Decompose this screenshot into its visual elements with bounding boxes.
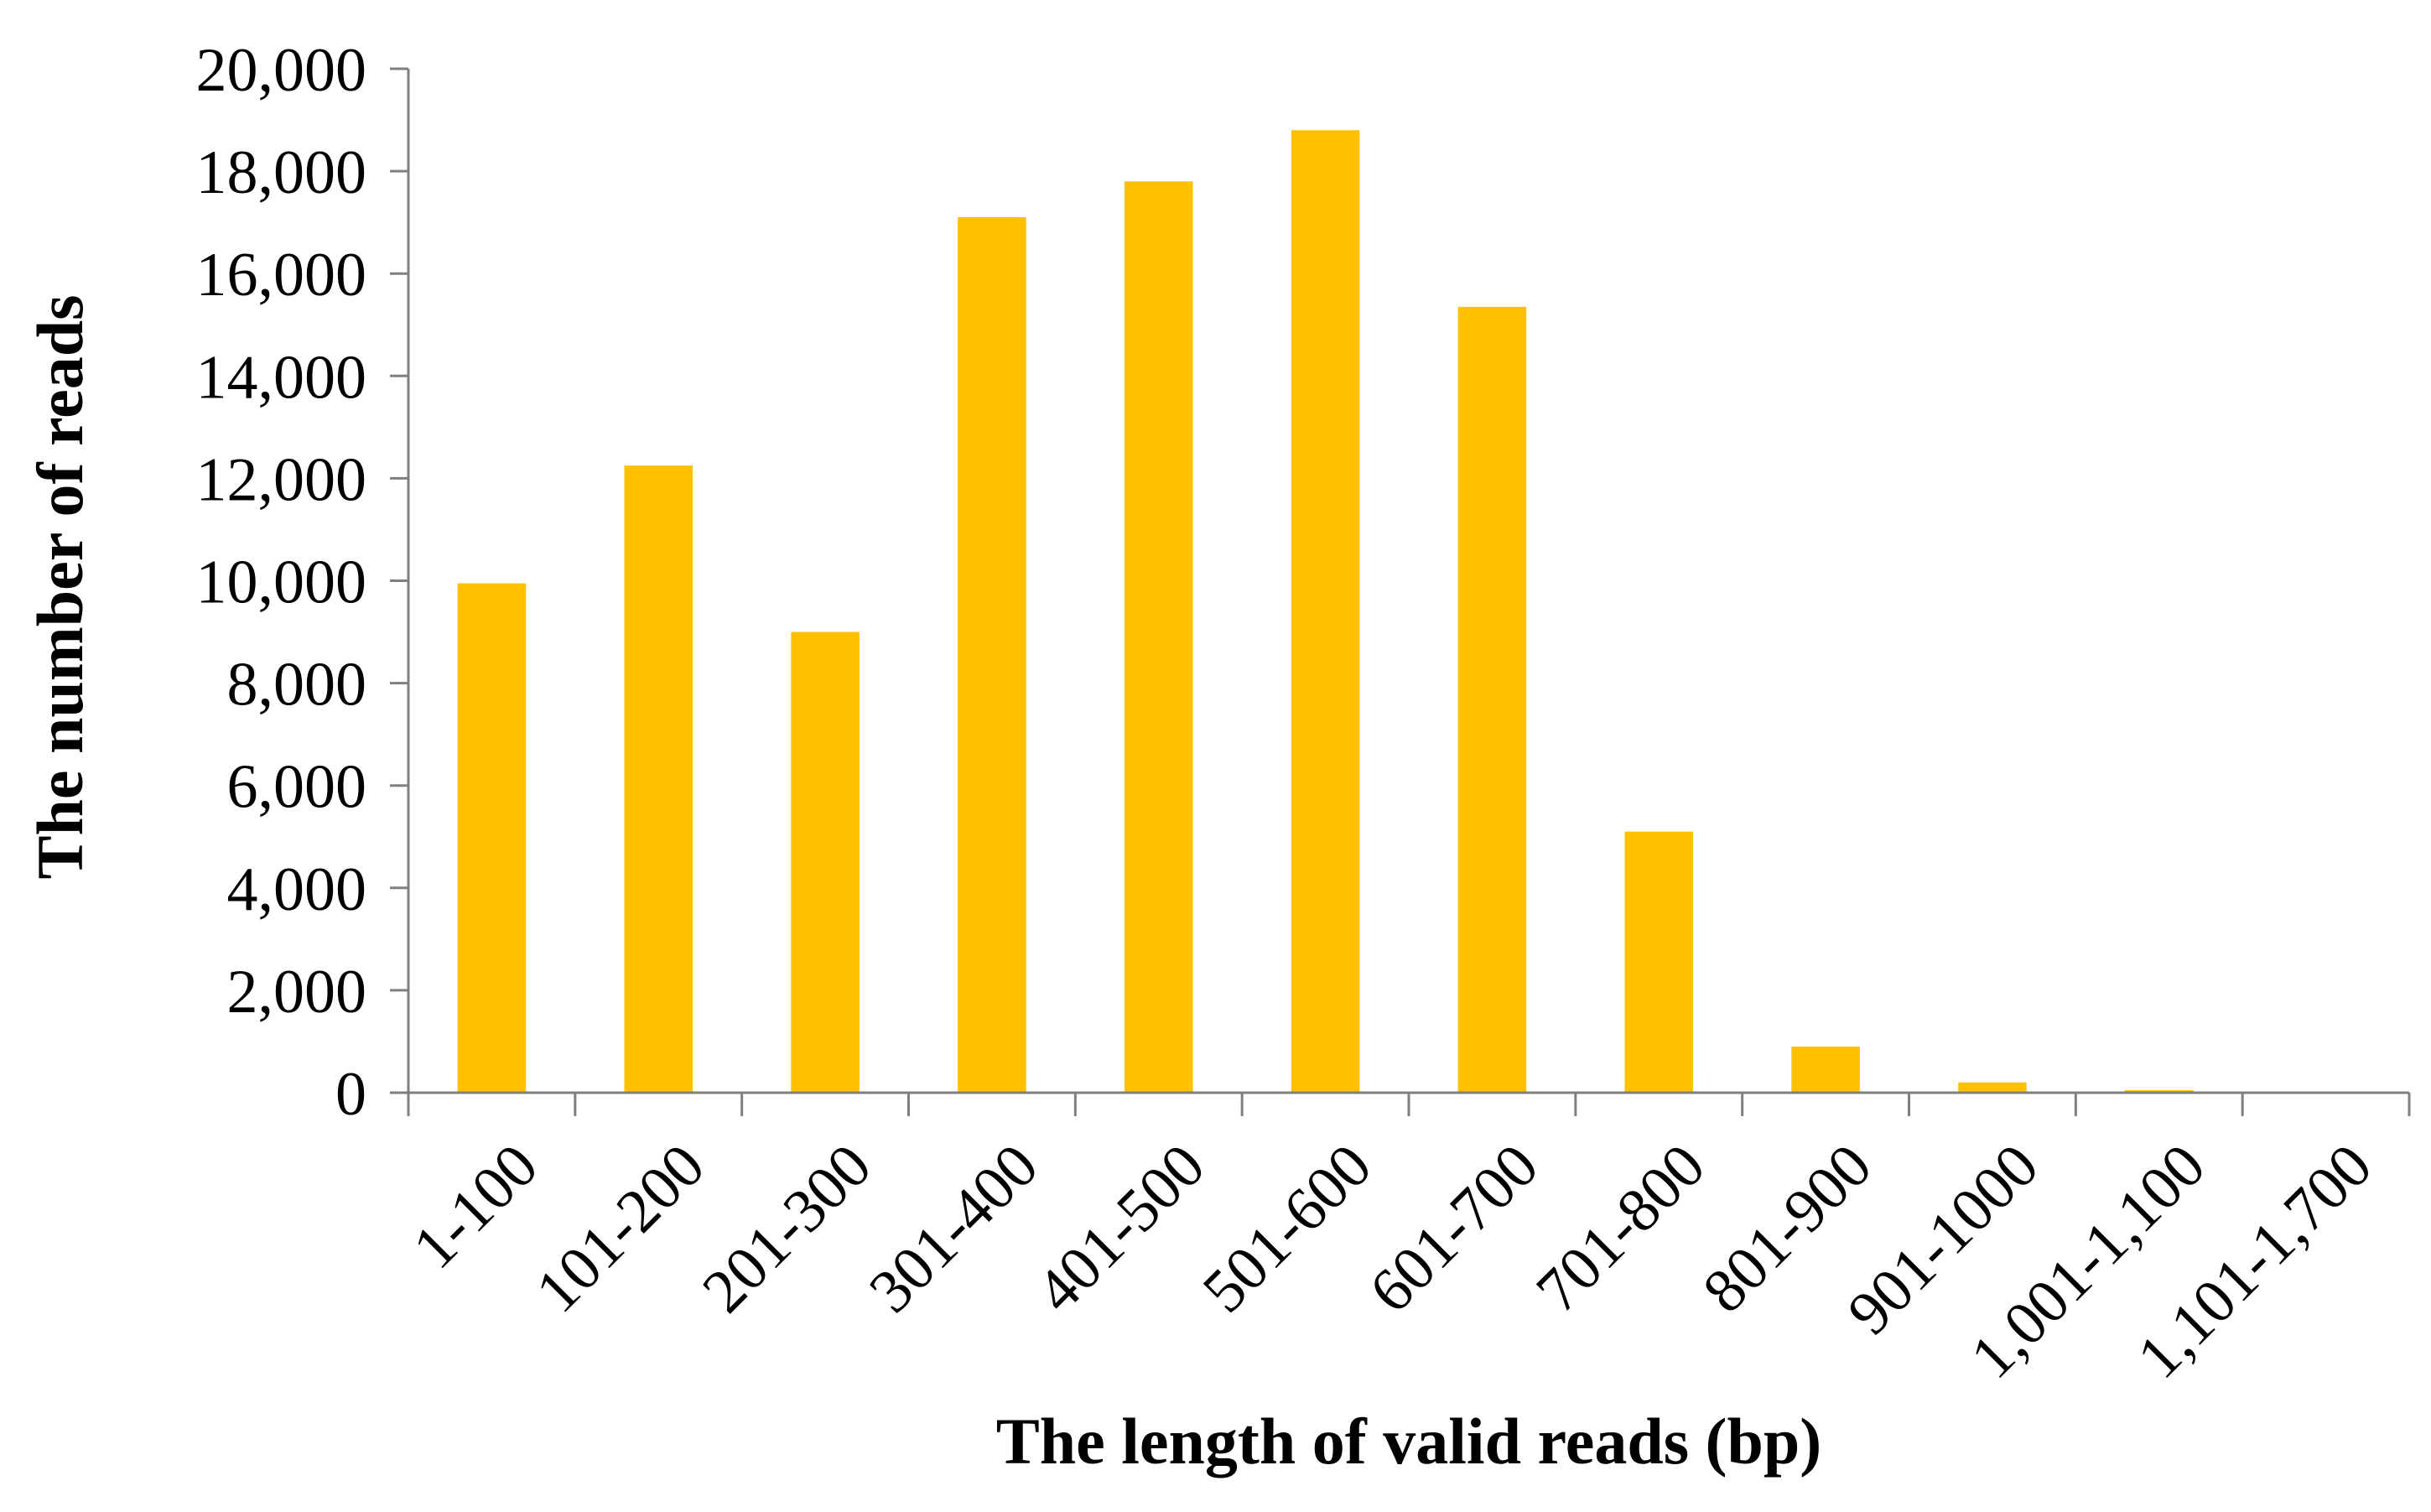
bar-401-500 xyxy=(1124,181,1193,1093)
axes xyxy=(407,69,2409,1094)
y-tick-label: 14,000 xyxy=(196,343,367,412)
y-tick-label: 0 xyxy=(335,1060,366,1129)
bar-1,001-1,100 xyxy=(2124,1089,2194,1093)
bar-101-200 xyxy=(624,465,693,1093)
bar-901-1000 xyxy=(1958,1082,2027,1093)
x-axis-title: The length of valid reads (bp) xyxy=(996,1405,1822,1478)
x-tick-label: 401-500 xyxy=(1023,1131,1218,1326)
bars xyxy=(457,130,2194,1093)
bar-201-300 xyxy=(791,631,860,1093)
x-tick-label: 301-400 xyxy=(856,1131,1051,1326)
y-tick-label: 4,000 xyxy=(227,855,367,924)
y-tick-label: 18,000 xyxy=(196,138,367,207)
bar-1-100 xyxy=(457,583,527,1093)
y-axis-title: The number of reads xyxy=(23,294,96,879)
y-tick-label: 16,000 xyxy=(196,241,367,309)
x-axis-tick-labels: 1-100101-200201-300301-400401-500501-600… xyxy=(400,1131,2385,1392)
bar-601-700 xyxy=(1457,306,1527,1093)
x-tick-label: 101-200 xyxy=(523,1131,718,1326)
y-tick-label: 12,000 xyxy=(196,445,367,514)
y-tick-label: 2,000 xyxy=(227,958,367,1026)
bar-301-400 xyxy=(958,217,1026,1093)
x-tick-label: 201-300 xyxy=(689,1131,884,1326)
y-axis-ticks xyxy=(390,67,408,1094)
y-tick-label: 6,000 xyxy=(227,753,367,822)
x-tick-label: 601-700 xyxy=(1357,1131,1551,1326)
bar-501-600 xyxy=(1291,130,1360,1093)
x-tick-label: 701-800 xyxy=(1524,1131,1718,1326)
y-tick-label: 10,000 xyxy=(196,548,367,617)
y-axis-tick-labels: 0 2,000 4,000 6,000 8,000 10,000 12,000 14,000 1… xyxy=(196,36,367,1129)
x-axis-ticks xyxy=(407,1093,2411,1116)
y-tick-label: 8,000 xyxy=(227,651,367,720)
x-tick-label: 1-100 xyxy=(400,1131,551,1282)
bar-801-900 xyxy=(1791,1047,1860,1093)
y-tick-label: 20,000 xyxy=(196,36,367,105)
bar-701-800 xyxy=(1624,831,1694,1093)
x-tick-label: 501-600 xyxy=(1190,1131,1384,1326)
